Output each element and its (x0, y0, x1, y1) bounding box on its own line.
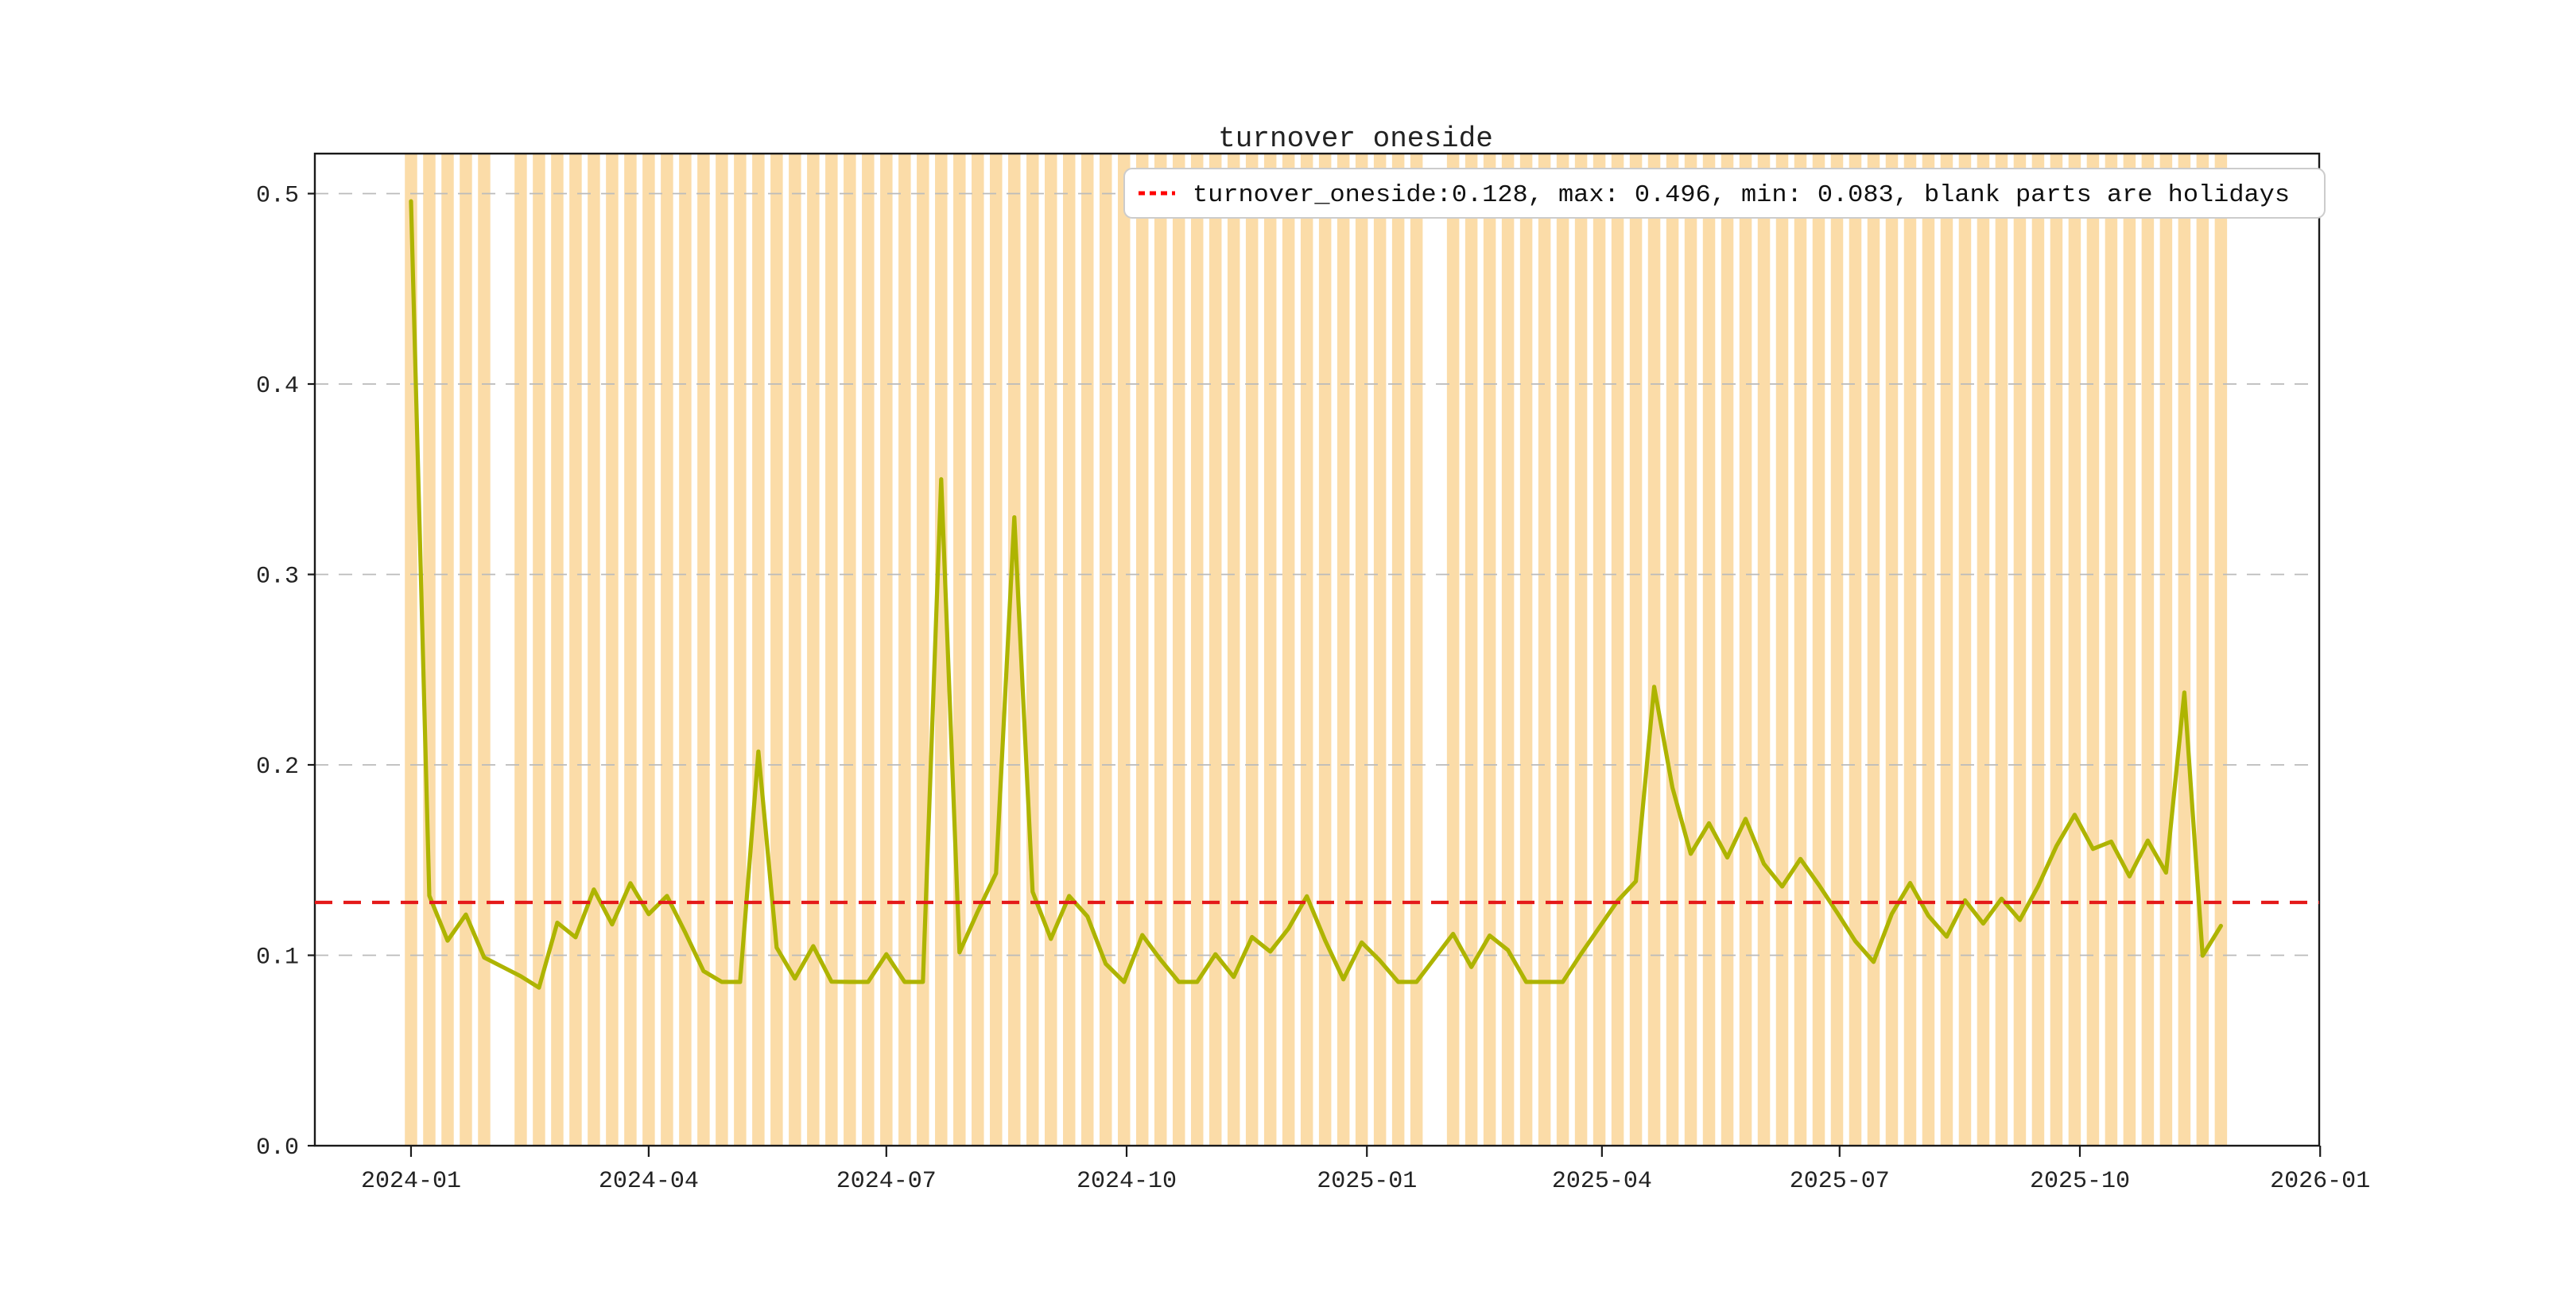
svg-text:turnover oneside: turnover oneside (1218, 122, 1493, 155)
svg-text:2025-10: 2025-10 (2030, 1168, 2130, 1195)
svg-text:0.1: 0.1 (256, 945, 299, 972)
svg-text:0.2: 0.2 (256, 754, 299, 781)
svg-text:2025-07: 2025-07 (1790, 1168, 1890, 1195)
svg-text:0.0: 0.0 (256, 1135, 299, 1162)
svg-text:0.3: 0.3 (256, 564, 299, 591)
svg-text:turnover_oneside:0.128, max: 0: turnover_oneside:0.128, max: 0.496, min:… (1193, 181, 2290, 209)
svg-text:2026-01: 2026-01 (2270, 1168, 2370, 1195)
svg-text:2025-04: 2025-04 (1552, 1168, 1652, 1195)
svg-text:0.4: 0.4 (256, 373, 299, 400)
svg-text:0.5: 0.5 (256, 183, 299, 210)
svg-text:2024-07: 2024-07 (836, 1168, 937, 1195)
svg-text:2024-01: 2024-01 (361, 1168, 461, 1195)
svg-text:2024-10: 2024-10 (1077, 1168, 1177, 1195)
svg-text:2025-01: 2025-01 (1317, 1168, 1417, 1195)
svg-text:2024-04: 2024-04 (599, 1168, 699, 1195)
